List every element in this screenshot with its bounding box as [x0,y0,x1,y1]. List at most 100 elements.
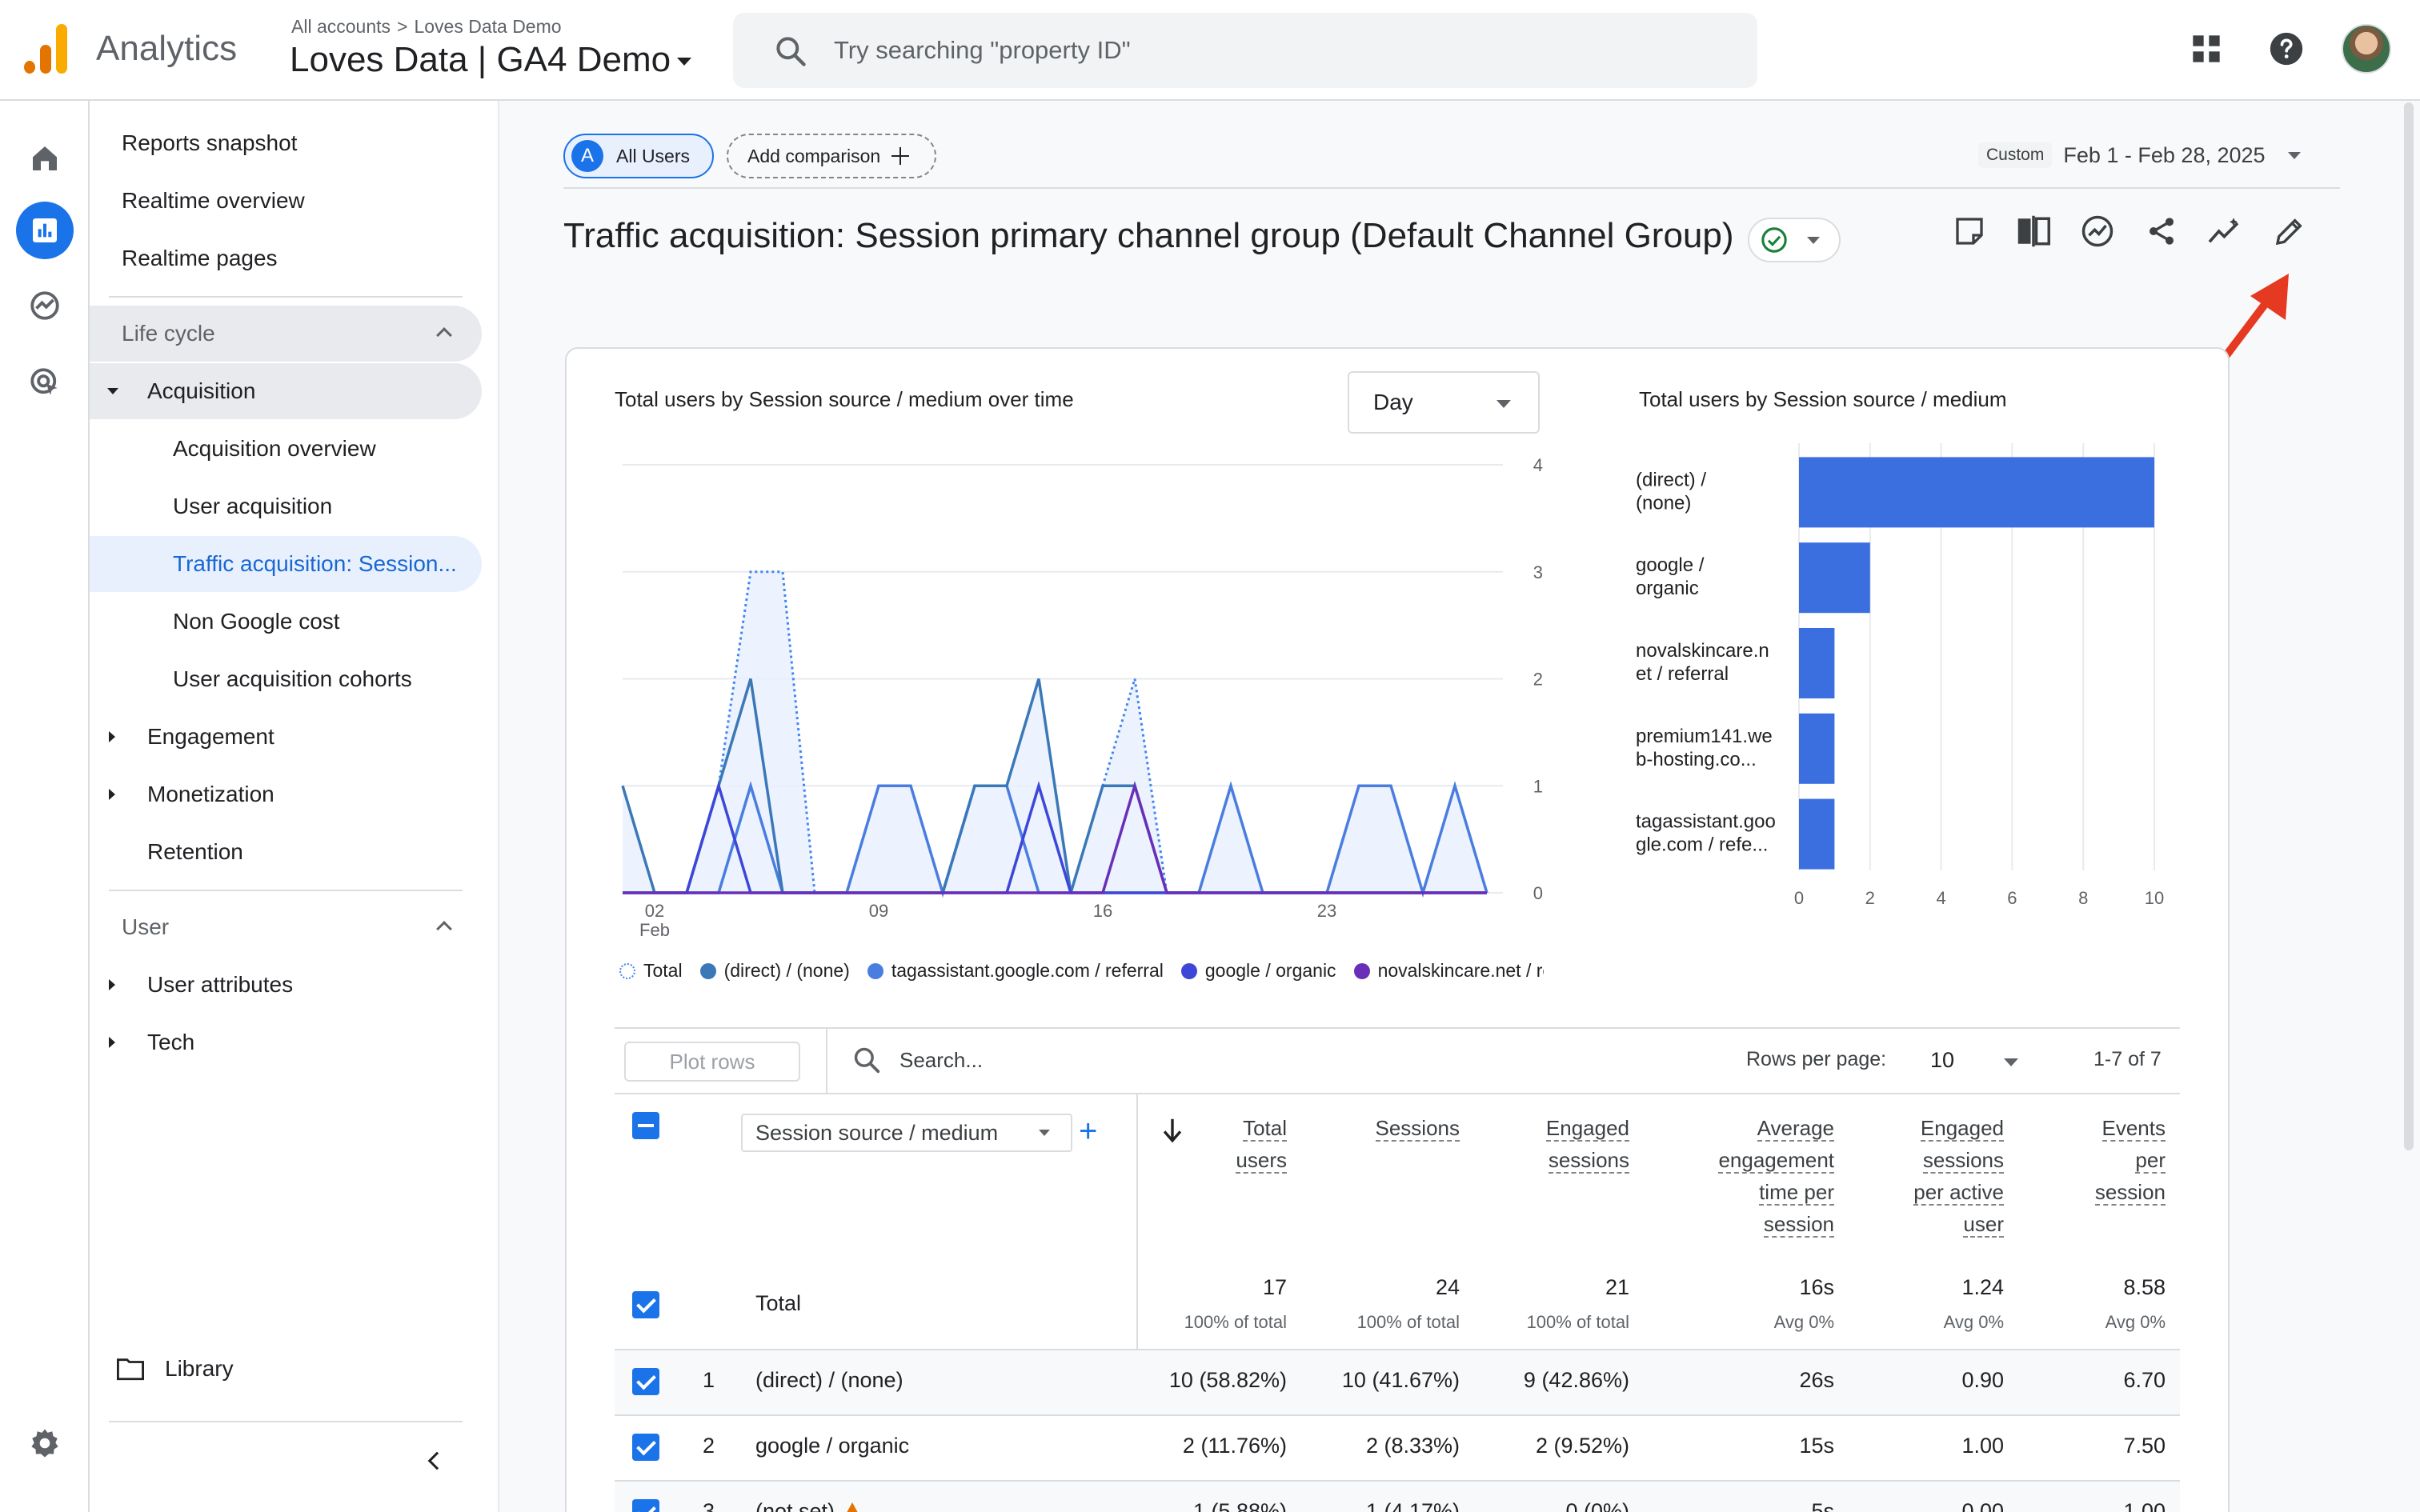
legend-swatch [619,962,635,979]
column-header[interactable]: Total users [1127,1112,1287,1176]
caret-down-icon[interactable] [2004,1058,2018,1066]
nav-user-acquisition[interactable]: User acquisition [173,494,333,518]
column-header[interactable]: Events per session [2005,1112,2166,1208]
avatar[interactable] [2342,24,2391,74]
row-metric-value: 5s [1811,1499,1834,1512]
nav-realtime-overview[interactable]: Realtime overview [122,188,305,213]
x-tick-label: 2 [1865,888,1875,908]
nav-library[interactable]: Library [90,1341,482,1397]
nav-section-life-cycle[interactable]: Life cycle [90,306,482,362]
table-row[interactable] [615,1350,2180,1414]
nav-reports-snapshot[interactable]: Reports snapshot [122,130,298,155]
warning-icon[interactable] [843,1502,863,1512]
nav-acquisition[interactable]: Acquisition [90,363,482,419]
insights-sparkle-icon[interactable] [2207,213,2244,250]
collapse-nav-icon[interactable] [427,1451,447,1470]
nav-engagement[interactable]: Engagement [90,709,482,765]
report-status-chip[interactable] [1748,218,1841,262]
select-all-checkbox[interactable] [632,1112,659,1139]
dimension-select[interactable]: Session source / medium [741,1114,1072,1152]
nav-non-google-cost[interactable]: Non Google cost [173,609,340,634]
nav-label: Engagement [147,724,274,749]
compare-icon[interactable] [2015,213,2052,250]
nav-traffic-acquisition[interactable]: Traffic acquisition: Session... [90,536,482,592]
date-range-text: Feb 1 - Feb 28, 2025 [2063,142,2266,167]
legend-label: tagassistant.google.com / referral [891,960,1164,981]
reports-icon[interactable] [16,202,74,259]
column-header-label: session [1763,1212,1834,1238]
sort-descending-icon[interactable] [1160,1117,1184,1144]
row-checkbox[interactable] [632,1499,659,1512]
row-metric-value: 0.90 [1961,1368,2004,1392]
legend-item[interactable]: tagassistant.google.com / referral [867,960,1164,982]
column-header[interactable]: Engaged sessions [1469,1112,1629,1176]
column-header[interactable]: Sessions [1300,1112,1460,1144]
legend-label: novalskincare.net / referral [1377,960,1544,981]
page-scrollbar[interactable] [2404,102,2414,1150]
bar-chart[interactable]: 0 2 4 6 8 10 (direct) /(none) google /organic no… [1633,432,2193,944]
table-row[interactable] [615,1416,2180,1480]
share-icon[interactable] [2143,213,2180,250]
plot-rows-button[interactable]: Plot rows [624,1042,800,1082]
nav-monetization[interactable]: Monetization [90,766,482,822]
bar-chart-title: Total users by Session source / medium [1639,387,2007,411]
column-header-label: sessions [1548,1148,1629,1174]
row-metric-value: 1.00 [2123,1499,2166,1512]
column-header[interactable]: Average engagement time per session [1674,1112,1834,1240]
nav-retention[interactable]: Retention [147,839,243,864]
nav-user-attributes[interactable]: User attributes [90,957,482,1013]
rows-per-page-select[interactable]: 10 [1930,1048,1955,1072]
row-divider [615,1414,2180,1416]
search-input[interactable] [834,30,1714,70]
line-chart-legend: Total (direct) / (none) tagassistant.googl… [619,960,1544,982]
search-bar[interactable] [733,13,1757,88]
total-subtext: 100% of total [1526,1312,1629,1332]
x-tick-sublabel: Feb [639,920,670,940]
nav-section-user[interactable]: User [90,899,482,955]
table-search[interactable] [851,1045,1300,1075]
segment-chip-all-users[interactable]: A All Users [563,134,714,178]
table-search-input[interactable] [899,1047,1300,1073]
legend-item[interactable]: google / organic [1180,960,1336,982]
legend-item[interactable]: Total [619,960,683,982]
add-dimension-button[interactable]: + [1079,1114,1098,1149]
x-tick-label: 16 [1093,901,1112,921]
breadcrumb-separator: > [397,16,408,37]
toolbar-separator [826,1029,827,1093]
advertising-icon[interactable] [16,354,74,411]
total-subtext: 100% of total [1184,1312,1287,1332]
explore-icon[interactable] [16,277,74,334]
row-checkbox[interactable] [632,1434,659,1461]
help-icon[interactable] [2262,24,2311,74]
legend-item[interactable]: novalskincare.net / referral [1353,960,1544,982]
nav-tech[interactable]: Tech [90,1014,482,1070]
column-header[interactable]: Engaged sessions per active user [1844,1112,2004,1240]
home-icon[interactable] [16,130,74,187]
breadcrumb-property[interactable]: Loves Data Demo [414,16,562,37]
total-value: 21 [1605,1275,1629,1299]
nav-realtime-pages[interactable]: Realtime pages [122,246,278,270]
caret-down-icon [677,58,692,66]
legend-item[interactable]: (direct) / (none) [699,960,850,982]
nav-user-acquisition-cohorts[interactable]: User acquisition cohorts [173,666,412,691]
breadcrumb-account[interactable]: All accounts [291,16,391,37]
row-checkbox[interactable] [632,1291,659,1318]
customize-report-icon[interactable] [1951,213,1988,250]
edit-pencil-icon[interactable] [2271,213,2308,250]
series-line [623,781,1487,894]
table-row[interactable] [615,1482,2180,1512]
analytics-logo-icon[interactable] [24,24,67,74]
settings-gear-icon[interactable] [16,1414,74,1472]
category-label: google / [1636,554,1705,576]
add-comparison-button[interactable]: Add comparison [727,134,936,178]
nav-divider [109,890,463,891]
property-selector[interactable]: Loves Data | GA4 Demo [290,40,692,80]
granularity-select[interactable]: Day [1348,371,1540,434]
date-range-picker[interactable]: Custom Feb 1 - Feb 28, 2025 [1978,138,2301,173]
row-checkbox[interactable] [632,1368,659,1395]
apps-grid-icon[interactable] [2182,24,2231,74]
insights-icon[interactable] [2079,213,2116,250]
nav-acquisition-overview[interactable]: Acquisition overview [173,436,376,461]
breadcrumb[interactable]: All accounts > Loves Data Demo [291,16,562,38]
